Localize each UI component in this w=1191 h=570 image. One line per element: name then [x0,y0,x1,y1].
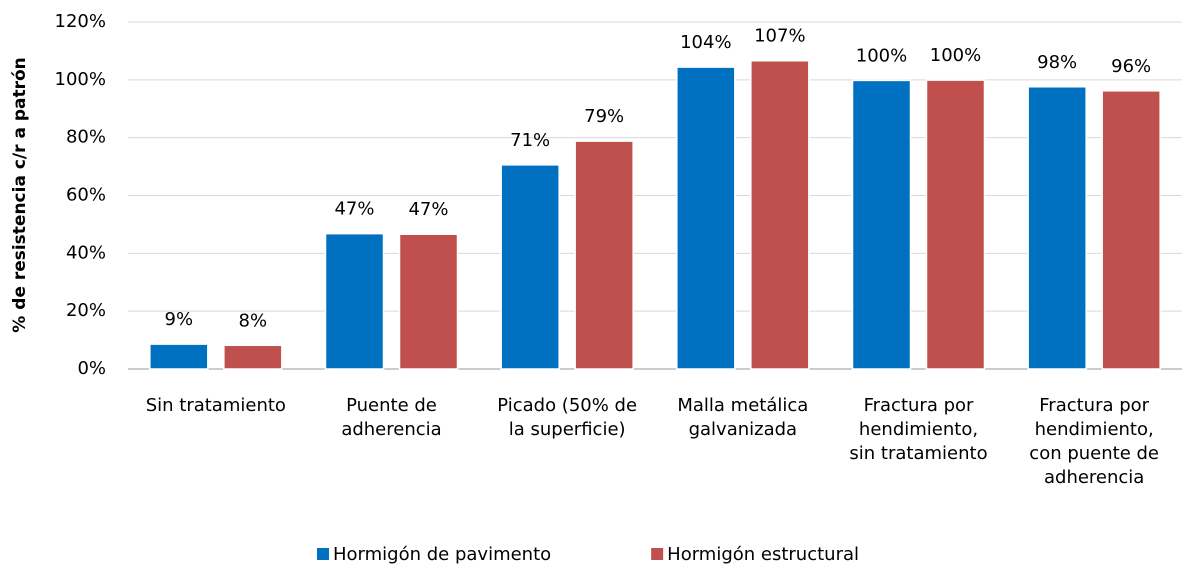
legend-swatch [651,548,664,560]
x-tick-label: Fractura por hendimiento, con puente de adh… [1029,395,1159,488]
bar [1101,90,1161,370]
value-label: 96% [1111,56,1151,77]
value-label: 100% [930,45,981,66]
value-label: 47% [408,199,448,220]
bar [851,79,912,370]
value-label: 98% [1037,52,1077,73]
y-tick-label: 120% [55,11,106,32]
x-tick-label: Fractura por hendimiento, sin tratamiento [849,395,987,464]
legend-swatch [317,548,329,560]
bar [149,343,209,370]
y-tick-label: 60% [66,185,106,206]
x-tick-label: Puente de adherencia [341,395,441,440]
value-label: 104% [680,32,731,53]
value-label: 100% [856,45,907,66]
x-tick-label: Malla metálica galvanizada [677,395,808,440]
value-label: 71% [510,130,550,151]
y-tick-label: 80% [66,127,106,148]
value-label: 107% [754,26,805,47]
bar [1027,86,1087,370]
x-tick-label: Picado (50% de la superficie) [497,395,637,440]
value-label: 79% [584,106,624,127]
y-axis-title: % de resistencia c/r a patrón [10,57,30,333]
bar [500,164,560,370]
value-label: 47% [334,199,374,220]
y-tick-label: 40% [66,242,106,263]
value-label: 8% [239,310,268,331]
y-tick-label: 20% [66,300,106,321]
x-tick-label: Sin tratamiento [146,395,286,416]
bar [398,233,459,370]
legend-label: Hormigón estructural [667,544,859,565]
y-tick-label: 100% [55,69,106,90]
bar [925,79,986,370]
bar [750,59,810,370]
bar [223,344,283,370]
value-label: 9% [165,309,194,330]
y-tick-label: 0% [77,358,106,379]
bar [574,140,634,370]
bar [324,232,385,370]
bar [676,66,736,370]
legend-label: Hormigón de pavimento [333,544,551,565]
